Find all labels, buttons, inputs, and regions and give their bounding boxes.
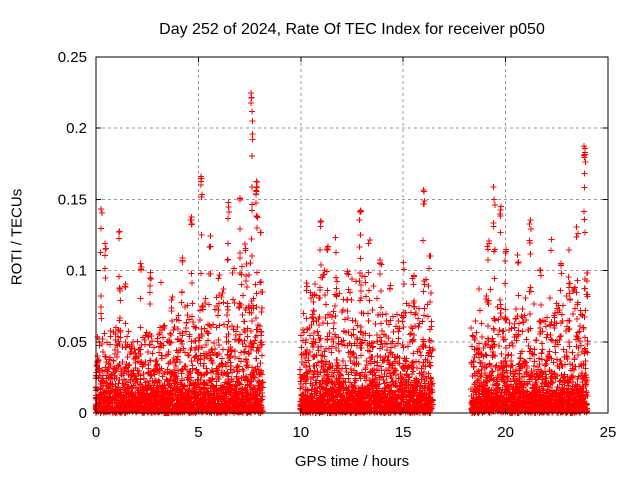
x-tick-label: 5 [194,424,202,441]
x-tick-label: 20 [497,424,514,441]
x-tick-label: 0 [92,424,100,441]
y-tick-label: 0.1 [66,263,87,280]
x-tick-label: 25 [600,424,617,441]
scatter-points [93,90,591,416]
x-tick-label: 15 [395,424,412,441]
x-axis-label: GPS time / hours [294,453,410,470]
y-tick-label: 0.25 [58,49,87,66]
plot-border [95,56,609,414]
y-tick-label: 0.15 [58,191,87,208]
x-tick-label: 10 [292,424,309,441]
y-tick-label: 0.2 [66,120,87,137]
y-tick-label: 0.05 [58,334,87,351]
y-axis-label: ROTI / TECUs [8,188,26,286]
plot-title: Day 252 of 2024, Rate Of TEC Index for r… [159,21,545,38]
y-tick-label: 0 [79,405,87,422]
